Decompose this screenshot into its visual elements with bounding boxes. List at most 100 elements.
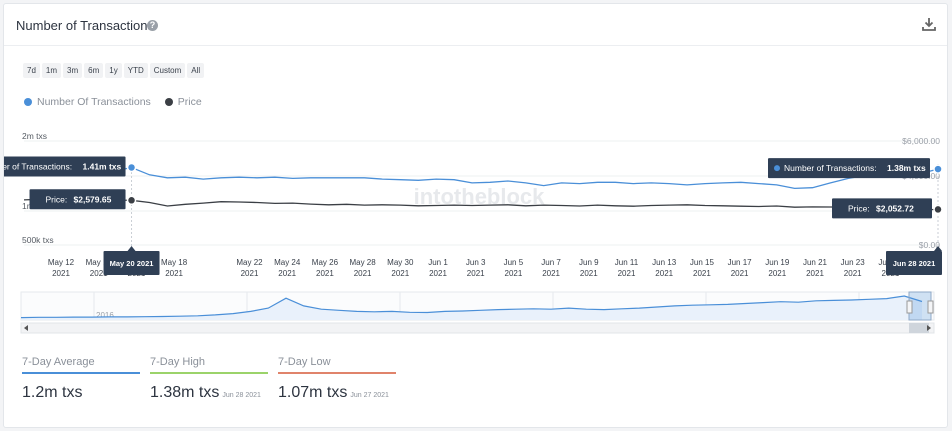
- x-axis-tick-label: May 22: [236, 258, 263, 267]
- x-axis-tick-label: Jun 9: [579, 258, 599, 267]
- range-7d-button[interactable]: 7d: [23, 63, 40, 78]
- tooltip-date-box: [886, 251, 942, 275]
- legend-price[interactable]: Price: [164, 96, 202, 108]
- series-line-transactions: [23, 166, 939, 190]
- stat-high-value: 1.38m txs Jun 28 2021: [150, 384, 268, 402]
- download-icon[interactable]: [921, 16, 937, 32]
- x-axis-tick-year: 2021: [90, 269, 108, 278]
- range-1m-button[interactable]: 1m: [41, 63, 62, 78]
- series-line-price: [23, 198, 939, 211]
- tooltip-date-arrow: [127, 246, 136, 251]
- stat-average-value: 1.2m txs: [22, 384, 140, 402]
- x-axis-tick-year: 2021: [467, 269, 485, 278]
- x-axis-tick-year: 2021: [693, 269, 711, 278]
- chart-legend: Number Of Transactions Price: [24, 96, 202, 108]
- x-axis-tick-year: 2021: [806, 269, 824, 278]
- legend-label-price: Price: [177, 96, 202, 108]
- tooltip-date: Jun 28 2021: [893, 259, 936, 268]
- chart-card: Number of Transactions ? 7d 1m 3m 6m 1y …: [3, 3, 948, 428]
- range-3m-button[interactable]: 3m: [63, 63, 83, 78]
- tooltip-transactions-box: [4, 156, 126, 177]
- scroll-grip[interactable]: [909, 323, 929, 333]
- x-axis-tick-label: May 28: [349, 258, 376, 267]
- x-axis-tick-year: 2021: [844, 269, 862, 278]
- x-axis-tick-label: May 14: [86, 258, 113, 267]
- x-axis-tick-year: 2021: [542, 269, 560, 278]
- x-axis-tick-year: 2021: [52, 269, 70, 278]
- x-axis-tick-label: Jun 17: [728, 258, 753, 267]
- range-ytd-button[interactable]: YTD: [123, 63, 148, 78]
- navigator-handle-right: [927, 300, 934, 314]
- tooltip-transactions-label: Number of Transactions:: [784, 163, 877, 173]
- stat-average-label: 7-Day Average: [22, 356, 140, 374]
- navigator-handle-left: [906, 300, 913, 314]
- stats-row: 7-Day Average 1.2m txs 7-Day High 1.38m …: [22, 356, 396, 402]
- navigator-line: [20, 295, 923, 319]
- tooltip-transactions-dot: [774, 165, 780, 172]
- x-axis-tick-label: Jun 21: [803, 258, 828, 267]
- tooltip-price-box: [29, 189, 126, 210]
- stat-high-label: 7-Day High: [150, 356, 268, 374]
- x-axis-tick-label: Jun 7: [541, 258, 561, 267]
- x-axis-tick-year: 2021: [731, 269, 749, 278]
- x-axis-tick-year: 2021: [429, 269, 447, 278]
- scroll-left[interactable]: [24, 325, 28, 331]
- scroll-right[interactable]: [927, 325, 931, 331]
- navigator-area: [21, 296, 922, 320]
- x-axis-tick-year: 2021: [505, 269, 523, 278]
- range-selector: 7d 1m 3m 6m 1y YTD Custom All: [23, 63, 205, 78]
- tooltip-date: May 20 2021: [110, 259, 154, 268]
- x-axis-tick-year: 2021: [655, 269, 673, 278]
- stat-low: 7-Day Low 1.07m txs Jun 27 2021: [278, 356, 396, 402]
- scrollbar-track: [20, 322, 935, 334]
- series-point-price: [126, 195, 137, 206]
- stat-high-number: 1.38m txs: [150, 384, 220, 401]
- y-axis-left-label: 2m txs: [22, 131, 47, 141]
- x-axis-tick-label: May 24: [274, 258, 301, 267]
- range-1y-button[interactable]: 1y: [105, 63, 122, 78]
- tooltip-transactions-box: [768, 158, 930, 179]
- tooltip-price-label: Price:: [848, 203, 870, 213]
- x-axis-tick-label: May 18: [161, 258, 188, 267]
- x-axis-tick-year: 2021: [316, 269, 334, 278]
- x-axis-tick-year: 2021: [580, 269, 598, 278]
- help-icon[interactable]: ?: [147, 20, 158, 31]
- range-all-button[interactable]: All: [187, 63, 205, 78]
- x-axis-tick-year: 2021: [391, 269, 409, 278]
- stat-average: 7-Day Average 1.2m txs: [22, 356, 140, 402]
- y-axis-right-label: $0.00: [919, 240, 941, 250]
- x-axis-tick-label: Jun 1: [428, 258, 448, 267]
- tooltip-transactions-label: Number of Transactions:: [4, 161, 72, 171]
- legend-dot-price: [164, 98, 173, 106]
- stat-low-value: 1.07m txs Jun 27 2021: [278, 384, 396, 402]
- tooltip-price-box: [832, 198, 932, 219]
- tooltip-date-arrow: [934, 246, 942, 251]
- stat-high: 7-Day High 1.38m txs Jun 28 2021: [150, 356, 268, 402]
- x-axis-tick-year: 2021: [618, 269, 636, 278]
- series-point-price: [933, 204, 943, 215]
- page-title: Number of Transactions: [16, 18, 155, 33]
- tooltip-price-label: Price:: [46, 194, 68, 204]
- header-divider: [4, 45, 947, 46]
- tooltip-transactions-value: 1.38m txs: [887, 163, 926, 173]
- stat-low-number: 1.07m txs: [278, 384, 348, 401]
- tooltip-transactions-value: 1.41m txs: [83, 161, 122, 171]
- stat-high-date: Jun 28 2021: [222, 392, 261, 399]
- range-6m-button[interactable]: 6m: [84, 63, 104, 78]
- x-axis-tick-label: Jun 13: [652, 258, 677, 267]
- x-axis-tick-year: 2021: [354, 269, 372, 278]
- stat-low-label: 7-Day Low: [278, 356, 396, 374]
- stat-average-number: 1.2m txs: [22, 384, 83, 401]
- tooltip-price-value: $2,579.65: [74, 194, 112, 204]
- stat-low-date: Jun 27 2021: [350, 392, 389, 399]
- series-point-transactions: [933, 164, 943, 174]
- legend-transactions[interactable]: Number Of Transactions: [24, 96, 151, 108]
- navigator-year-label: 2016: [96, 311, 114, 320]
- x-axis-tick-year: 2021: [241, 269, 259, 278]
- x-axis-tick-year: 2021: [165, 269, 183, 278]
- x-axis-tick-label: May 30: [387, 258, 414, 267]
- series-point-transactions: [126, 162, 137, 173]
- range-custom-button[interactable]: Custom: [149, 63, 186, 78]
- y-axis-left-label: 500k txs: [22, 235, 54, 245]
